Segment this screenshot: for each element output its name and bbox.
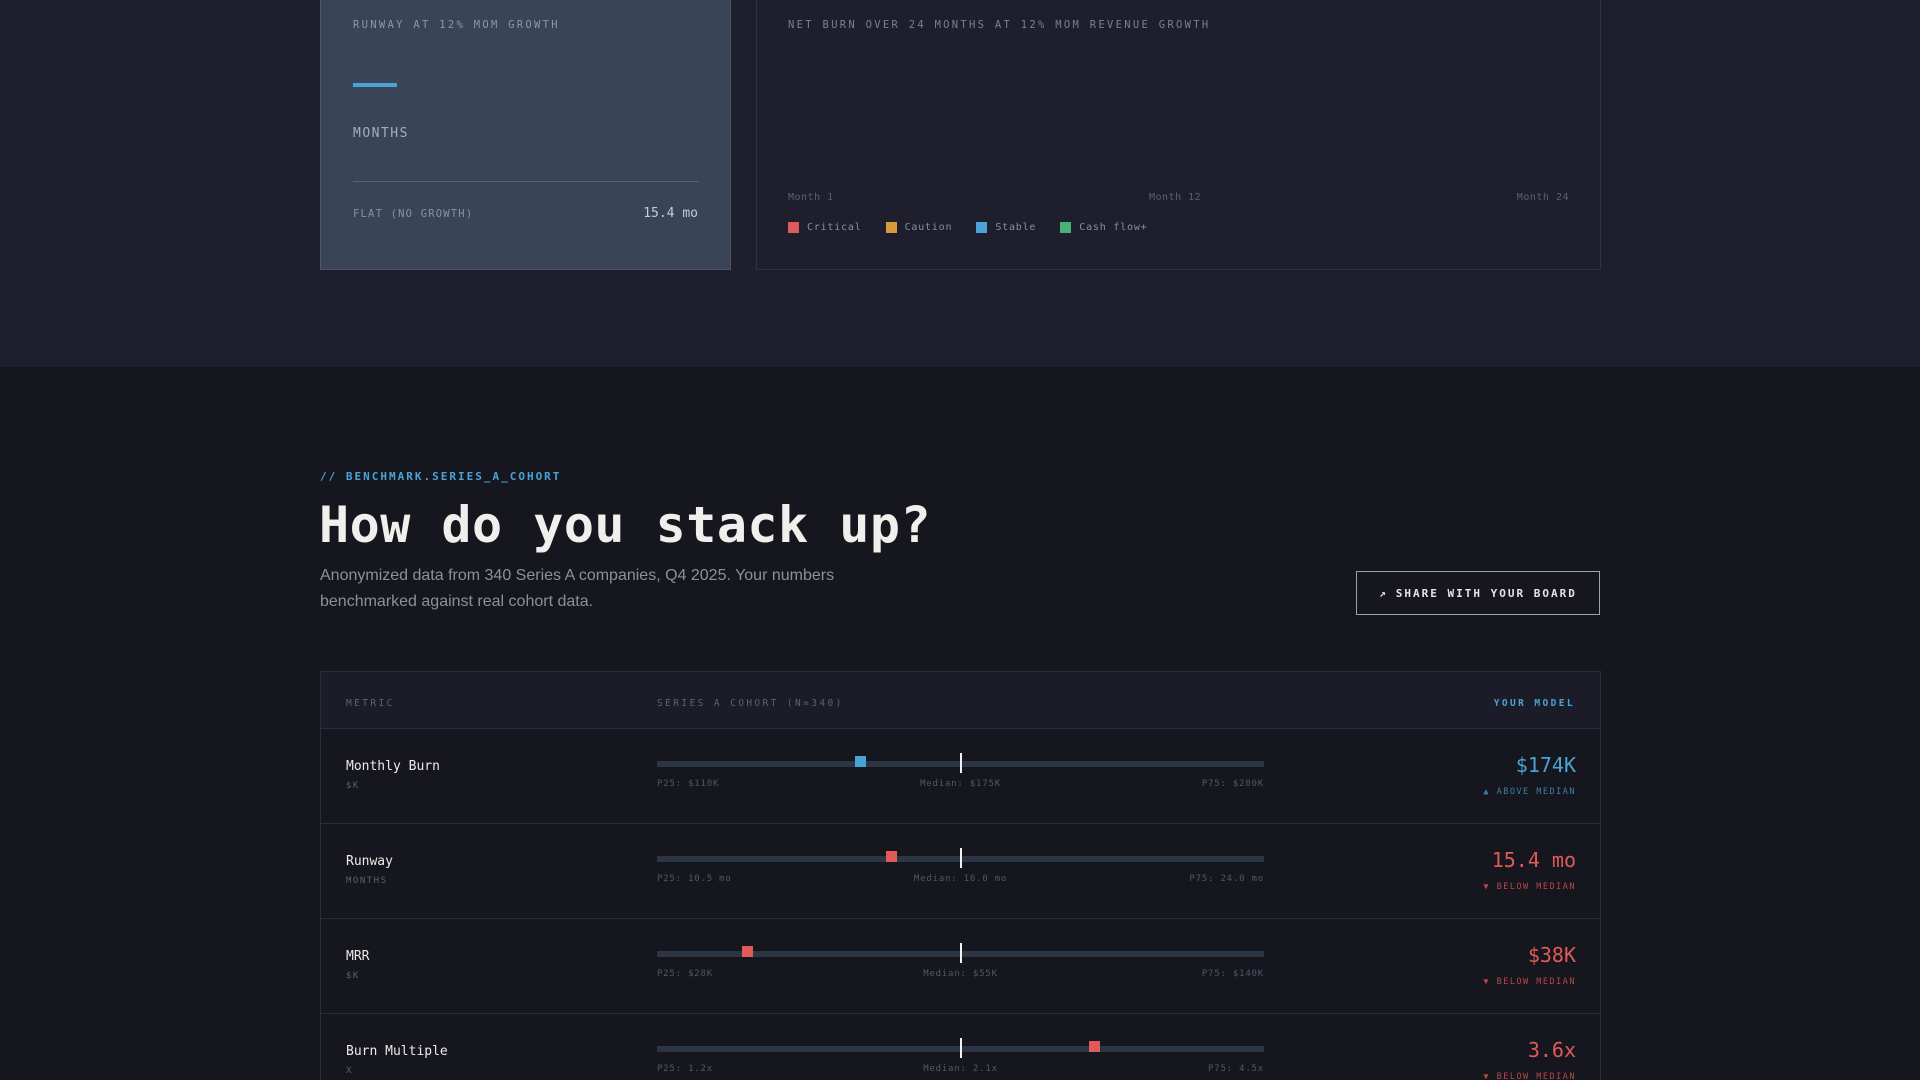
metric-unit: $K — [346, 971, 360, 981]
median-label: Median: $55K — [923, 969, 998, 979]
x-axis-label-month-12: Month 12 — [1149, 192, 1202, 203]
your-model-marker — [1089, 1041, 1101, 1052]
legend-swatch — [976, 222, 988, 233]
column-header-metric: METRIC — [346, 698, 395, 709]
your-model-value: $38K — [1527, 943, 1576, 967]
table-header: METRIC SERIES A COHORT (N=340) YOUR MODE… — [321, 672, 1600, 729]
p25-label: P25: $28K — [657, 969, 713, 979]
table-body: Monthly Burn $K P25: $110K Median: $175K P75… — [321, 729, 1600, 1080]
cohort-percentiles: P25: 10.5 mo Median: 16.0 mo P75: 24.0 mo — [657, 874, 1264, 886]
median-comparison-badge: ▼ BELOW MEDIAN — [1483, 882, 1576, 892]
median-label: Median: 16.0 mo — [913, 874, 1008, 884]
cohort-percentiles: P25: $110K Median: $175K P75: $280K — [657, 779, 1264, 791]
column-header-your-model: YOUR MODEL — [1493, 698, 1575, 709]
table-row: MRR $K P25: $28K Median: $55K P75: $140K $38K… — [321, 919, 1600, 1014]
metric-name: Monthly Burn — [346, 759, 440, 774]
legend-label: Caution — [904, 222, 953, 233]
table-row: Burn Multiple X P25: 1.2x Median: 2.1x P75: … — [321, 1014, 1600, 1080]
net-burn-label: NET BURN OVER 24 MONTHS AT 12% MOM REVEN… — [788, 19, 1211, 31]
legend-label: Critical — [807, 222, 862, 233]
benchmark-subtitle: Anonymized data from 340 Series A compan… — [320, 567, 835, 610]
cohort-range-track — [657, 1038, 1264, 1058]
legend-item-caution: Caution — [885, 222, 953, 233]
x-axis-label-month-24: Month 24 — [1516, 192, 1569, 203]
median-label: Median: 2.1x — [923, 1064, 998, 1074]
benchmark-table: METRIC SERIES A COHORT (N=340) YOUR MODE… — [320, 671, 1601, 1080]
your-model-marker — [855, 756, 867, 767]
legend-item-cash-flow-positive: Cash flow+ — [1060, 222, 1147, 233]
runway-card-label: RUNWAY AT 12% MOM GROWTH — [353, 19, 560, 31]
median-label: Median: $175K — [920, 779, 1001, 789]
median-comparison-badge: ▼ BELOW MEDIAN — [1483, 977, 1576, 987]
median-comparison-badge: ▲ ABOVE MEDIAN — [1483, 787, 1576, 797]
p25-label: P25: 1.2x — [657, 1064, 713, 1074]
your-model-value: 15.4 mo — [1491, 848, 1576, 872]
page-title: How do you stack up? — [319, 496, 932, 554]
burn-legend: Critical Caution Stable Cash flow+ — [788, 222, 1147, 233]
legend-swatch — [1060, 222, 1072, 233]
legend-item-critical: Critical — [788, 222, 862, 233]
your-model-value: 3.6x — [1527, 1038, 1576, 1062]
metric-name: Burn Multiple — [346, 1044, 448, 1059]
metric-name: Runway — [346, 854, 393, 869]
x-axis-label-month-1: Month 1 — [788, 192, 834, 203]
cohort-range-track — [657, 848, 1264, 868]
runway-card: RUNWAY AT 12% MOM GROWTH MONTHS FLAT (NO… — [320, 0, 731, 270]
legend-item-stable: Stable — [976, 222, 1036, 233]
median-marker — [959, 1038, 962, 1058]
p75-label: P75: $280K — [1201, 779, 1264, 789]
metric-unit: MONTHS — [346, 876, 388, 886]
metric-unit: $K — [346, 781, 360, 791]
p25-label: P25: 10.5 mo — [657, 874, 732, 884]
median-marker — [959, 848, 962, 868]
p75-label: P75: 24.0 mo — [1189, 874, 1264, 884]
flat-growth-value: 15.4 mo — [643, 206, 698, 221]
arrow-up-right-icon: ↗ — [1379, 586, 1388, 600]
table-row: Runway MONTHS P25: 10.5 mo Median: 16.0 mo P… — [321, 824, 1600, 919]
table-row: Monthly Burn $K P25: $110K Median: $175K P75… — [321, 729, 1600, 824]
share-button-label: SHARE WITH YOUR BOARD — [1395, 586, 1577, 600]
net-burn-card: NET BURN OVER 24 MONTHS AT 12% MOM REVEN… — [756, 0, 1601, 270]
median-marker — [959, 753, 962, 773]
runway-accent-bar — [353, 83, 397, 87]
cohort-percentiles: P25: 1.2x Median: 2.1x P75: 4.5x — [657, 1064, 1264, 1076]
p25-label: P25: $110K — [657, 779, 720, 789]
p75-label: P75: 4.5x — [1208, 1064, 1264, 1074]
metric-unit: X — [346, 1066, 353, 1076]
runway-months-label: MONTHS — [353, 126, 409, 141]
median-comparison-badge: ▼ BELOW MEDIAN — [1483, 1072, 1576, 1080]
cohort-percentiles: P25: $28K Median: $55K P75: $140K — [657, 969, 1264, 981]
legend-label: Cash flow+ — [1079, 222, 1148, 233]
legend-label: Stable — [995, 222, 1037, 233]
metric-name: MRR — [346, 949, 370, 964]
your-model-value: $174K — [1515, 753, 1576, 777]
flat-growth-label: FLAT (NO GROWTH) — [353, 208, 474, 220]
legend-swatch — [788, 222, 799, 233]
cohort-range-track — [657, 943, 1264, 963]
median-marker — [959, 943, 962, 963]
your-model-marker — [741, 946, 753, 957]
your-model-marker — [885, 851, 897, 862]
benchmark-kicker: // BENCHMARK.SERIES_A_COHORT — [320, 470, 562, 483]
legend-swatch — [885, 222, 897, 233]
share-with-board-button[interactable]: ↗ SHARE WITH YOUR BOARD — [1356, 571, 1600, 615]
runway-divider — [353, 181, 699, 182]
p75-label: P75: $140K — [1201, 969, 1264, 979]
column-header-cohort: SERIES A COHORT (N=340) — [657, 698, 844, 709]
cohort-range-track — [657, 753, 1264, 773]
